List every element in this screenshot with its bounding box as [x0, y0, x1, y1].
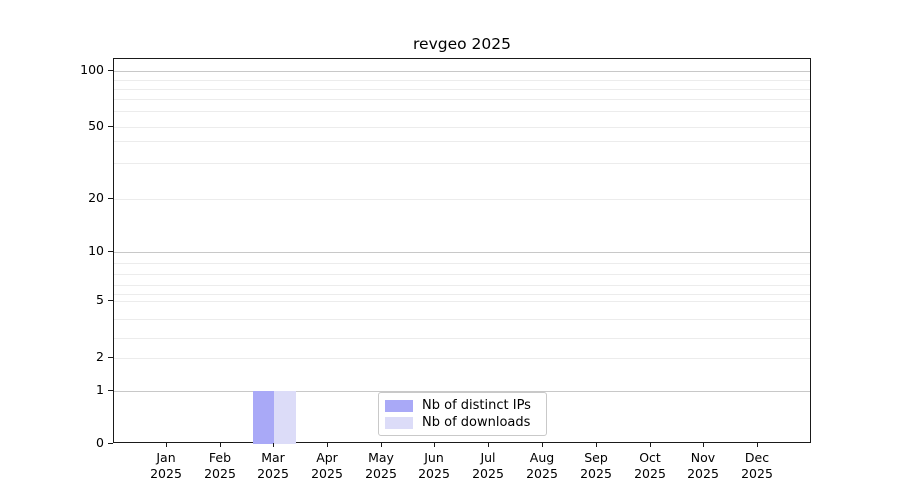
x-tick-label: Jun 2025	[418, 450, 450, 481]
x-tickmark	[273, 443, 274, 447]
bar-downloads-mar	[274, 391, 296, 444]
legend-swatch-downloads	[385, 416, 413, 429]
x-tick-label: Mar 2025	[257, 450, 289, 481]
bar-distinct-ips-mar	[252, 391, 274, 444]
y-tickmark	[108, 70, 113, 71]
x-tickmark	[166, 443, 167, 447]
x-tickmark	[596, 443, 597, 447]
y-tick-label: 10	[88, 243, 104, 258]
minor-gridline	[114, 285, 810, 286]
x-tickmark	[650, 443, 651, 447]
y-tick-label: 100	[80, 62, 104, 77]
mid-gridline	[114, 127, 810, 128]
major-gridline	[114, 71, 810, 72]
mid-gridline	[114, 301, 810, 302]
legend-label-downloads: Nb of downloads	[422, 415, 531, 430]
minor-gridline	[114, 263, 810, 264]
y-tickmark	[108, 126, 113, 127]
x-tick-label: Jul 2025	[472, 450, 504, 481]
minor-gridline	[114, 99, 810, 100]
minor-gridline	[114, 338, 810, 339]
major-gridline	[114, 391, 810, 392]
x-tick-label: Nov 2025	[687, 450, 719, 481]
x-tick-label: Sep 2025	[580, 450, 612, 481]
y-tick-label: 20	[88, 190, 104, 205]
mid-gridline	[114, 199, 810, 200]
minor-gridline	[114, 294, 810, 295]
y-tick-label: 2	[96, 349, 104, 364]
y-tickmark	[108, 300, 113, 301]
minor-gridline	[114, 80, 810, 81]
minor-gridline	[114, 141, 810, 142]
y-tickmark	[108, 443, 113, 444]
minor-gridline	[114, 274, 810, 275]
y-tick-label: 50	[88, 118, 104, 133]
mid-gridline	[114, 358, 810, 359]
y-tickmark	[108, 357, 113, 358]
x-tick-label: Oct 2025	[634, 450, 666, 481]
x-tickmark	[542, 443, 543, 447]
legend-row-downloads: Nb of downloads	[385, 415, 538, 430]
y-tick-label: 1	[96, 382, 104, 397]
x-tick-label: Dec 2025	[741, 450, 773, 481]
x-tickmark	[220, 443, 221, 447]
x-tick-label: Aug 2025	[526, 450, 558, 481]
minor-gridline	[114, 111, 810, 112]
x-tick-label: Jan 2025	[150, 450, 182, 481]
legend-label-distinct-ips: Nb of distinct IPs	[422, 398, 531, 413]
legend-row-distinct-ips: Nb of distinct IPs	[385, 398, 538, 413]
y-tickmark	[108, 198, 113, 199]
x-tickmark	[703, 443, 704, 447]
x-tickmark	[381, 443, 382, 447]
y-tick-label: 5	[96, 292, 104, 307]
minor-gridline	[114, 319, 810, 320]
x-tick-label: May 2025	[365, 450, 397, 481]
minor-gridline	[114, 163, 810, 164]
major-gridline	[114, 252, 810, 253]
x-tickmark	[434, 443, 435, 447]
x-tickmark	[757, 443, 758, 447]
x-tick-label: Apr 2025	[311, 450, 343, 481]
legend-swatch-distinct-ips	[385, 399, 413, 412]
x-tickmark	[327, 443, 328, 447]
chart-title: revgeo 2025	[413, 35, 511, 53]
legend: Nb of distinct IPs Nb of downloads	[378, 392, 547, 436]
x-tickmark	[488, 443, 489, 447]
x-tick-label: Feb 2025	[204, 450, 236, 481]
y-tick-label: 0	[96, 435, 104, 450]
y-tickmark	[108, 390, 113, 391]
y-tickmark	[108, 251, 113, 252]
minor-gridline	[114, 89, 810, 90]
plot-area	[113, 58, 811, 444]
